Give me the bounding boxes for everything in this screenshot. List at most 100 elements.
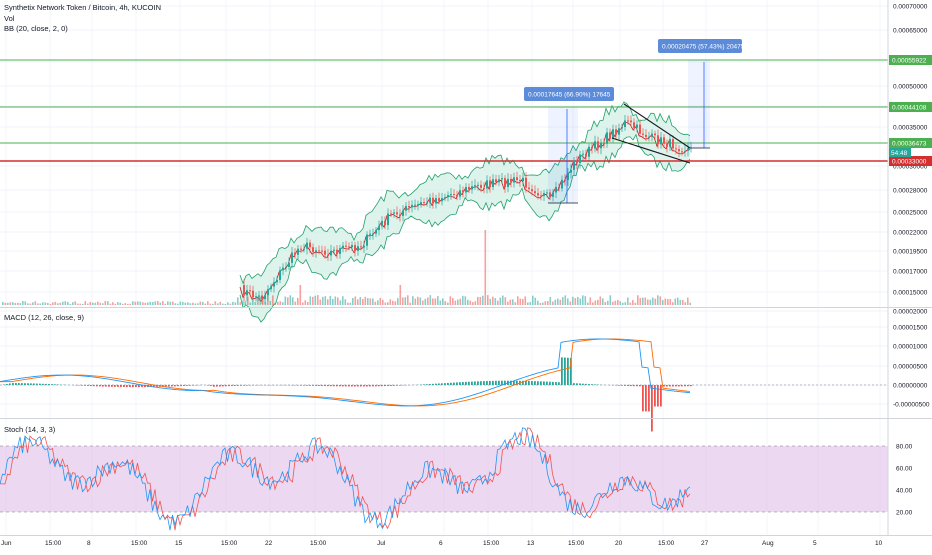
- volume-bar: [550, 297, 552, 305]
- volume-bar: [332, 299, 334, 305]
- volume-bar: [50, 304, 52, 305]
- macd-histogram-bar: [336, 385, 338, 386]
- candle-body: [516, 177, 518, 180]
- candle-body: [678, 149, 680, 151]
- volume-bar: [555, 300, 557, 305]
- macd-histogram-bar: [474, 381, 476, 385]
- candle-body: [372, 234, 374, 235]
- candle-body: [531, 189, 533, 191]
- volume-bar: [310, 296, 312, 305]
- macd-histogram-bar: [639, 385, 641, 386]
- macd-histogram-bar: [171, 385, 173, 386]
- volume-bar: [482, 296, 484, 305]
- macd-histogram-bar: [651, 385, 653, 431]
- macd-histogram-bar: [648, 385, 650, 411]
- macd-histogram-bar: [462, 382, 464, 385]
- volume-bar: [225, 304, 227, 305]
- macd-histogram-bar: [567, 358, 569, 385]
- macd-histogram-bar: [306, 385, 308, 386]
- candle-body: [264, 295, 266, 299]
- candle-body: [603, 143, 605, 144]
- macd-histogram-bar: [87, 385, 89, 386]
- volume-bar: [105, 301, 107, 305]
- volume-bar: [17, 303, 19, 305]
- volume-bar: [572, 297, 574, 305]
- volume-bar: [5, 303, 7, 305]
- macd-histogram-bar: [378, 385, 380, 386]
- volume-bar: [457, 300, 459, 305]
- time-tick-label: 6: [439, 540, 443, 547]
- volume-bar: [655, 299, 657, 305]
- macd-histogram-bar: [27, 383, 29, 385]
- macd-histogram-bar: [318, 385, 320, 386]
- volume-bar: [140, 302, 142, 305]
- macd-histogram-bar: [432, 384, 434, 385]
- macd-histogram-bar: [642, 385, 644, 411]
- candle-body: [630, 121, 632, 123]
- time-tick-label: 15:00: [45, 540, 62, 547]
- volume-bar: [552, 302, 554, 305]
- volume-bar: [280, 301, 282, 305]
- volume-bar: [67, 302, 69, 305]
- volume-bar: [212, 304, 214, 305]
- macd-histogram-bar: [684, 385, 686, 386]
- candle-body: [525, 178, 527, 188]
- volume-bar: [597, 300, 599, 305]
- candle-body: [423, 202, 425, 203]
- macd-histogram-bar: [174, 385, 176, 386]
- volume-bar: [202, 302, 204, 305]
- price-tick-label: 0.00015000: [893, 290, 928, 297]
- macd-histogram-bar: [558, 382, 560, 385]
- volume-bar: [610, 295, 612, 305]
- volume-bar: [187, 302, 189, 305]
- candle-body: [285, 267, 287, 268]
- volume-bar: [680, 300, 682, 305]
- volume-bar: [285, 297, 287, 305]
- volume-bar: [125, 303, 127, 305]
- volume-bar: [487, 295, 489, 305]
- stoch-label: Stoch (14, 3, 3): [4, 425, 55, 435]
- candle-body: [663, 137, 665, 143]
- macd-histogram-bar: [249, 385, 251, 386]
- volume-bar: [645, 297, 647, 305]
- volume-bar: [540, 303, 542, 305]
- candle-body: [384, 221, 386, 225]
- time-tick-label: Aug: [762, 540, 774, 547]
- candle-body: [666, 144, 668, 147]
- measure-box: [688, 60, 710, 148]
- volume-bar: [240, 302, 242, 305]
- candle-body: [375, 230, 377, 234]
- volume-bar: [160, 303, 162, 305]
- candle-body: [318, 250, 320, 251]
- candle-body: [279, 270, 281, 280]
- macd-histogram-bar: [501, 381, 503, 385]
- volume-bar: [97, 302, 99, 305]
- candle-body: [504, 178, 506, 187]
- macd-histogram-bar: [300, 385, 302, 386]
- volume-bar: [75, 301, 77, 305]
- candle-body: [267, 289, 269, 295]
- macd-histogram-bar: [387, 385, 389, 386]
- macd-histogram-bar: [621, 385, 623, 386]
- volume-bar: [682, 300, 684, 305]
- candle-body: [345, 246, 347, 247]
- macd-histogram-bar: [18, 383, 20, 385]
- macd-histogram-bar: [117, 385, 119, 387]
- volume-bar: [177, 304, 179, 305]
- volume-bar: [20, 303, 22, 305]
- volume-bar: [580, 299, 582, 305]
- time-tick-label: 8: [87, 540, 91, 547]
- volume-bar: [392, 301, 394, 305]
- macd-histogram-bar: [183, 385, 185, 386]
- macd-histogram-bar: [666, 385, 668, 386]
- macd-histogram-bar: [588, 384, 590, 385]
- volume-bar: [327, 299, 329, 305]
- volume-bar: [302, 302, 304, 305]
- volume-bar: [402, 298, 404, 305]
- volume-bar: [52, 302, 54, 305]
- macd-histogram-bar: [36, 384, 38, 385]
- volume-bar: [387, 302, 389, 305]
- macd-histogram-bar: [528, 381, 530, 385]
